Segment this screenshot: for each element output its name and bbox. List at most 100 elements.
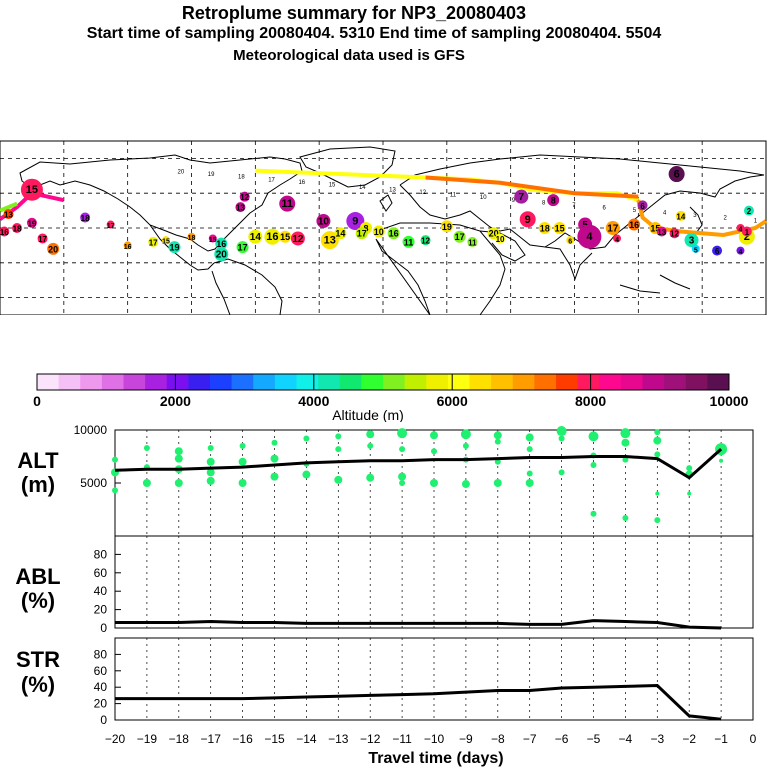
plume-marker — [577, 224, 602, 249]
altitude-point — [493, 479, 502, 487]
track-day-label: 18 — [238, 175, 245, 181]
altitude-point — [143, 445, 150, 452]
plume-marker-label: 18 — [540, 224, 550, 234]
plume-marker — [279, 230, 292, 243]
plume-marker-label: 16 — [629, 220, 639, 230]
y-tick-label: 60 — [94, 664, 108, 678]
panel-ylabel: STR — [16, 647, 60, 672]
plume-marker — [668, 166, 685, 183]
altitude-point — [431, 448, 437, 455]
track-day-label: 13 — [389, 188, 396, 194]
plume-marker-label: 10 — [496, 235, 505, 244]
plume-marker-label: 17 — [455, 232, 465, 242]
colorbar-tick-label: 8000 — [575, 393, 606, 409]
colorbar-cell — [664, 374, 687, 390]
x-tick-label: −2 — [682, 732, 696, 746]
colorbar-cell — [707, 374, 730, 390]
plume-marker — [712, 245, 723, 256]
track-day-label: 2 — [723, 216, 727, 222]
y-tick-label: 60 — [94, 566, 108, 580]
plume-marker-label: 13 — [236, 204, 245, 213]
plume-marker — [355, 227, 368, 240]
trajectory-tracks: 20 19 18 17 16 15 14 13 12 11 10 9 8 7 6 5 4 3 2 1 — [0, 168, 768, 237]
plume-marker-label: 17 — [607, 224, 619, 235]
plume-marker-label: 20 — [489, 229, 499, 239]
plume-marker-label: 10 — [374, 227, 384, 237]
plume-marker-label: 4 — [739, 227, 743, 234]
altitude-point — [270, 472, 279, 481]
colorbar-cell — [210, 374, 233, 390]
altitude-point — [654, 451, 661, 458]
plume-marker — [26, 217, 37, 228]
altitude-point — [558, 435, 565, 442]
track-day-label: 20 — [178, 170, 185, 176]
plume-marker — [334, 227, 347, 240]
colorbar-cell — [274, 374, 297, 390]
plume-marker-label: 14 — [335, 229, 345, 239]
plume-marker — [372, 225, 385, 238]
plume-marker — [235, 202, 246, 213]
x-tick-label: −20 — [105, 732, 126, 746]
colorbar-cell — [512, 374, 535, 390]
altitude-point — [590, 510, 597, 517]
plume-marker — [290, 231, 305, 246]
meteorological-data-subtitle: Meteorological data used is GFS — [233, 47, 465, 64]
plume-marker — [161, 236, 170, 245]
colorbar-cell — [253, 374, 276, 390]
colorbar-cell — [685, 374, 708, 390]
colorbar-cell — [469, 374, 492, 390]
plume-marker — [743, 205, 754, 216]
altitude-point — [494, 438, 501, 445]
y-tick-label: 40 — [94, 584, 108, 598]
plume-marker-label: 17 — [149, 238, 158, 247]
plume-marker-label: 1 — [745, 228, 750, 237]
track-day-label: 12 — [419, 190, 426, 196]
altitude-point — [397, 428, 408, 439]
altitude-point — [620, 428, 631, 439]
x-tick-label: −3 — [650, 732, 664, 746]
plume-marker — [675, 210, 686, 221]
colorbar-cell — [426, 374, 449, 390]
plume-marker — [637, 200, 648, 211]
altitude-colorbar: 0 2000 4000 6000 8000 10000 Altitude (m) — [33, 373, 749, 422]
colorbar-cell — [404, 374, 427, 390]
trajectory-line-3 — [0, 201, 18, 213]
altitude-point — [271, 439, 278, 446]
stratosphere-panel: 80 60 40 20 0 STR(%) — [16, 637, 754, 727]
x-tick-label: −8 — [491, 732, 505, 746]
track-day-label: 3 — [693, 213, 697, 219]
colorbar-cell — [361, 374, 384, 390]
plume-marker-label: 17 — [38, 235, 47, 244]
altitude-point — [335, 446, 342, 453]
altitude-point — [398, 472, 407, 481]
plume-marker — [453, 230, 466, 243]
plume-marker-label: 13 — [324, 235, 336, 247]
plume-marker-label: 11 — [404, 237, 414, 247]
plume-marker-label: 9 — [525, 214, 531, 226]
altitude-point — [493, 431, 502, 440]
altitude-point — [588, 431, 599, 442]
plume-marker — [628, 218, 641, 231]
track-day-label: 10 — [480, 195, 487, 201]
plume-marker — [248, 229, 263, 244]
colorbar-cell — [37, 374, 60, 390]
altitude-point — [207, 445, 214, 452]
colorbar-cell — [123, 374, 146, 390]
plume-marker — [346, 212, 365, 231]
altitude-point — [462, 442, 469, 449]
altitude-point — [621, 438, 630, 447]
altitude-point — [334, 475, 343, 484]
track-day-label: 11 — [450, 193, 457, 199]
plume-marker — [214, 247, 229, 262]
y-tick-label: 80 — [94, 647, 108, 661]
colorbar-cell — [599, 374, 622, 390]
plume-marker — [106, 220, 115, 229]
track-day-label: 9 — [512, 198, 516, 204]
series-line — [115, 684, 722, 721]
colorbar-label: Altitude (m) — [332, 407, 404, 422]
plume-marker — [684, 233, 699, 248]
trajectory-line-2 — [636, 199, 768, 237]
plume-marker-label: 16 — [389, 229, 399, 239]
altitude-point — [655, 491, 660, 496]
